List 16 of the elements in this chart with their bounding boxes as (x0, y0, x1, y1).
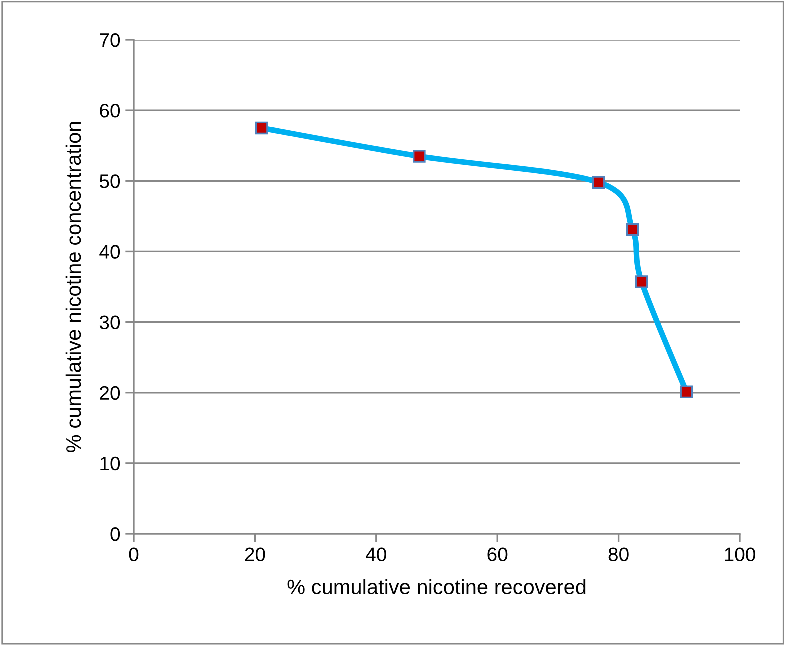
y-tick-label: 60 (100, 104, 120, 118)
x-tick-label: 20 (245, 548, 266, 562)
x-tick-label: 100 (725, 548, 756, 562)
x-tick-label: 40 (366, 548, 386, 562)
x-tick-label: 80 (608, 548, 629, 562)
y-tick-label: 40 (100, 245, 120, 259)
x-tick-label: 0 (129, 548, 139, 562)
y-tick-label: 20 (100, 386, 120, 400)
y-tick-label: 10 (100, 456, 120, 471)
y-tick-label: 0 (110, 527, 120, 542)
y-axis-title: % cumulative nicotine concentration (66, 122, 82, 452)
y-tick-label: 30 (100, 316, 120, 330)
x-axis-title: % cumulative nicotine recovered (288, 579, 586, 595)
x-tick-label: 60 (488, 548, 508, 562)
y-tick-label: 50 (100, 174, 120, 188)
y-tick-label: 70 (100, 33, 120, 48)
